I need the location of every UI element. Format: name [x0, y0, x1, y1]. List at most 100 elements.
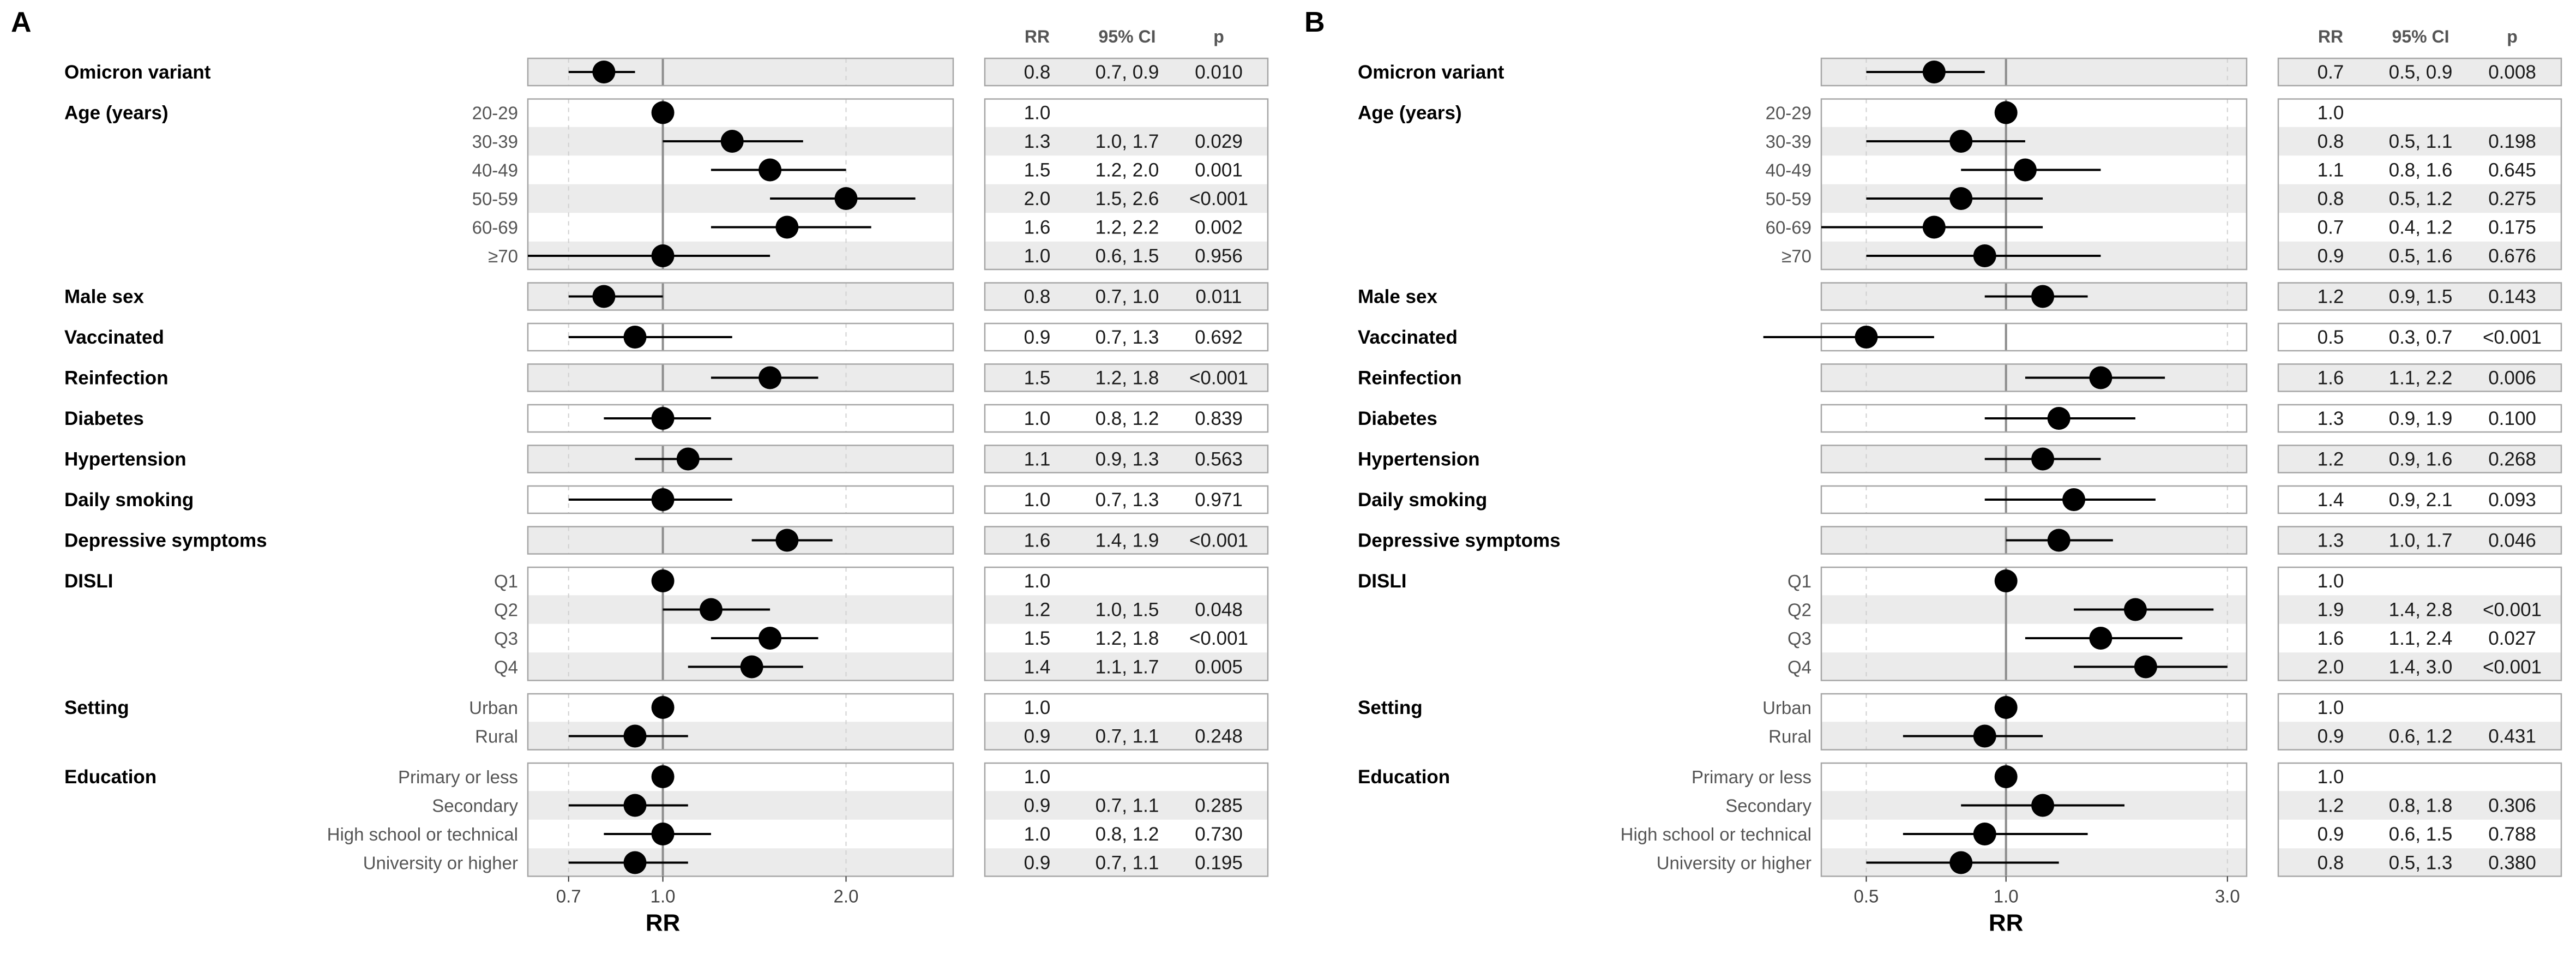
row-sublabel: University or higher [363, 853, 518, 873]
table-row-stripe [985, 127, 1268, 156]
ci-value: 1.5, 2.6 [1096, 188, 1159, 209]
table-box [2277, 693, 2562, 751]
rr-value: 1.2 [2318, 449, 2344, 470]
plot-box [527, 485, 954, 514]
row-sublabel: Q3 [1787, 628, 1811, 649]
variable-group: Omicron variant 0.7 0.5, 0.9 0.008 [1358, 57, 2562, 87]
p-value: 0.268 [2488, 449, 2536, 470]
p-value: <0.001 [2483, 599, 2542, 621]
plot-box [1820, 98, 2248, 271]
table-row-stripe [2278, 652, 2561, 681]
plot-box [527, 404, 954, 433]
rr-point [2013, 158, 2037, 182]
rr-value: 0.9 [1024, 726, 1051, 747]
table-row-stripe [985, 58, 1268, 86]
rr-point [623, 851, 647, 874]
ci-value: 0.8, 1.2 [1096, 824, 1159, 845]
rr-point [1994, 696, 2018, 719]
p-value: 0.676 [2488, 245, 2536, 267]
group-label: Male sex [64, 286, 144, 308]
table-box [2277, 363, 2562, 392]
rr-value: 0.9 [1024, 795, 1051, 817]
ci-value: 0.7, 1.3 [1096, 327, 1159, 348]
row-sublabel: Q4 [494, 657, 518, 677]
table-row-stripe [985, 184, 1268, 213]
group-label: Vaccinated [1358, 327, 1458, 348]
row-sublabel: Q1 [494, 571, 518, 591]
rr-point [651, 823, 675, 845]
rr-value: 1.4 [2318, 489, 2344, 511]
ci-value: 1.1, 1.7 [1096, 657, 1159, 678]
plot-box [1820, 526, 2248, 555]
ci-value: 0.9, 1.9 [2389, 408, 2453, 429]
ci-value: 0.7, 1.0 [1096, 286, 1159, 308]
group-label: Setting [64, 697, 129, 718]
p-value: 0.002 [1195, 217, 1243, 238]
table-box [984, 485, 1269, 514]
row-sublabel: University or higher [1657, 853, 1811, 873]
group-label: DISLI [1358, 571, 1406, 592]
ci-value: 0.9, 2.1 [2389, 489, 2453, 511]
rr-point [2047, 529, 2071, 552]
row-sublabel: Primary or less [1692, 767, 1811, 787]
group-label: DISLI [64, 571, 113, 592]
x-tick-label: 1.0 [651, 886, 676, 907]
row-sublabel: ≥70 [488, 246, 518, 266]
plot-box [1820, 762, 2248, 877]
plot-box [527, 762, 954, 877]
rr-value: 0.9 [2318, 245, 2344, 267]
rr-point [699, 598, 723, 621]
rr-value: 1.6 [1024, 530, 1051, 551]
variable-group: Depressive symptoms 1.3 1.0, 1.7 0.046 [1358, 526, 2562, 555]
p-value: 0.248 [1195, 726, 1243, 747]
rr-value: 1.6 [2318, 368, 2344, 389]
group-label: Diabetes [64, 408, 144, 429]
row-sublabel: Rural [1768, 727, 1811, 747]
rr-point [775, 529, 799, 552]
table-box [984, 57, 1269, 87]
ci-value: 1.2, 1.8 [1096, 628, 1159, 649]
p-value: 0.788 [2488, 824, 2536, 845]
ci-value: 0.9, 1.3 [1096, 449, 1159, 470]
group-label: Age (years) [1358, 103, 1462, 124]
table-row-stripe [2278, 791, 2561, 820]
panel-a: A RR 95% CI p Omicron variant 0.8 0.7, 0.9 0.01… [11, 7, 1269, 937]
plot-box [1820, 693, 2248, 751]
rr-value: 1.0 [1024, 103, 1051, 124]
x-axis: 0.7 1.0 2.0 RR [556, 876, 858, 937]
plot-box [527, 282, 954, 311]
row-sublabel: Q3 [494, 628, 518, 649]
rr-value: 0.8 [1024, 286, 1051, 308]
table-row-stripe [985, 283, 1268, 310]
rr-point [651, 407, 675, 430]
table-box [2277, 445, 2562, 473]
group-label: Vaccinated [64, 327, 164, 348]
rr-value: 1.0 [1024, 489, 1051, 511]
rr-value: 1.5 [1024, 628, 1051, 649]
rr-point [2047, 407, 2071, 430]
rr-point [1973, 244, 1996, 267]
group-label: Diabetes [1358, 408, 1437, 429]
table-box [2277, 566, 2562, 681]
p-value: <0.001 [1189, 368, 1248, 389]
p-value: 0.046 [2488, 530, 2536, 551]
p-value: 0.563 [1195, 449, 1243, 470]
x-tick-label: 3.0 [2215, 886, 2240, 907]
rr-value: 1.2 [2318, 795, 2344, 817]
plot-box [527, 57, 954, 87]
row-sublabel: Q2 [494, 600, 518, 620]
table-box [2277, 282, 2562, 311]
rr-point [676, 447, 700, 471]
ci-value: 1.4, 1.9 [1096, 530, 1159, 551]
table-box [2277, 762, 2562, 877]
group-label: Depressive symptoms [1358, 530, 1561, 551]
table-row-stripe [2278, 58, 2561, 86]
p-value: <0.001 [1189, 188, 1248, 209]
rr-point [1949, 851, 1973, 874]
group-label: Education [64, 766, 157, 788]
row-sublabel: 40-49 [472, 160, 518, 181]
p-value: <0.001 [2483, 327, 2542, 348]
p-value: 0.100 [2488, 408, 2536, 429]
table-row-stripe [985, 791, 1268, 820]
rr-value: 1.1 [2318, 160, 2344, 181]
